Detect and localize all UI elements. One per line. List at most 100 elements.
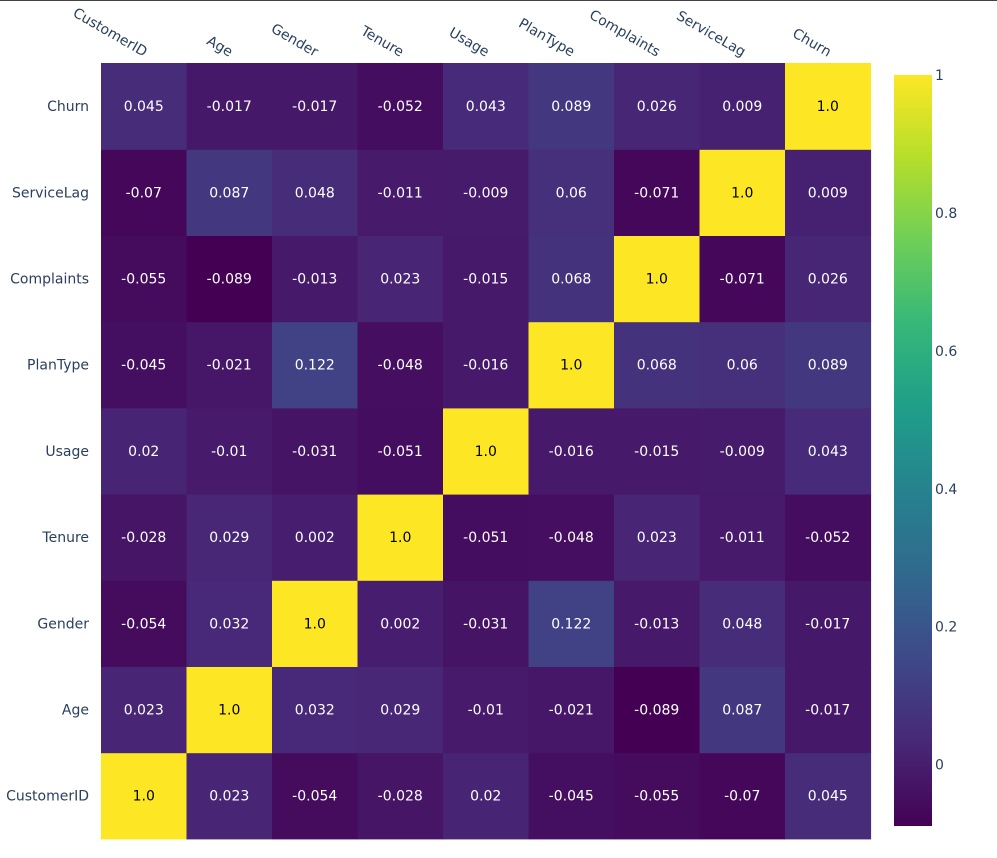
heatmap-cell: [443, 149, 530, 236]
heatmap-cell: [101, 321, 188, 409]
colorbar-tick-label: 0.6: [935, 344, 957, 360]
cell-value-label: 0.043: [808, 444, 848, 460]
x-tick-label: CustomerID: [70, 5, 150, 60]
cell-value-label: -0.01: [468, 703, 504, 719]
cell-value-label: 0.026: [808, 272, 848, 288]
heatmap-cell: [443, 494, 530, 581]
cell-value-label: -0.017: [805, 703, 850, 719]
cell-value-label: 0.06: [727, 358, 758, 374]
colorbar-tick-label: 0.4: [935, 482, 957, 498]
heatmap-cell: [528, 321, 615, 409]
heatmap-cell: [186, 407, 273, 495]
x-tick-label: Gender: [268, 21, 321, 61]
heatmap-cell: [186, 149, 273, 236]
cell-value-label: -0.017: [207, 99, 252, 115]
cell-value-label: -0.017: [292, 99, 337, 115]
heatmap-cell: [614, 235, 701, 323]
heatmap-cell: [357, 321, 444, 409]
cell-value-label: 0.023: [637, 530, 677, 546]
heatmap-cell: [528, 666, 615, 754]
cell-value-label: -0.021: [207, 358, 252, 374]
heatmap-cell: [785, 63, 872, 150]
cell-value-label: 0.009: [722, 99, 762, 115]
cell-value-label: 0.045: [808, 789, 848, 805]
cell-value-label: 0.029: [380, 703, 420, 719]
cell-value-label: 0.06: [556, 185, 587, 201]
heatmap-cell: [614, 494, 701, 581]
cell-value-label: -0.009: [463, 185, 508, 201]
colorbar-tick-label: 1: [935, 68, 944, 84]
heatmap-cell: [101, 752, 188, 840]
heatmap-cell: [186, 494, 273, 581]
heatmap-cell: [443, 321, 530, 409]
cell-value-label: -0.016: [549, 444, 594, 460]
cell-value-label: -0.01: [211, 444, 247, 460]
y-tick-label: ServiceLag: [12, 185, 89, 201]
cell-value-label: 1.0: [304, 616, 326, 632]
heatmap-cell: [186, 666, 273, 754]
heatmap-cell: [699, 752, 786, 840]
cell-value-label: 0.068: [637, 358, 677, 374]
heatmap-cell: [785, 407, 872, 495]
heatmap-cells: [101, 63, 872, 840]
heatmap-cell: [101, 494, 188, 581]
cell-value-label: -0.089: [207, 272, 252, 288]
heatmap-cell: [443, 235, 530, 323]
cell-value-label: 0.023: [124, 703, 164, 719]
cell-value-label: -0.051: [463, 530, 508, 546]
heatmap-cell: [614, 580, 701, 667]
cell-value-label: 1.0: [646, 272, 668, 288]
y-tick-label: Age: [62, 703, 89, 719]
heatmap-cell: [699, 666, 786, 754]
cell-value-label: 0.009: [808, 185, 848, 201]
colorbar: 0 0.2 0.4 0.6 0.8 1: [894, 68, 957, 826]
cell-value-label: 0.032: [295, 703, 335, 719]
heatmap-cell: [699, 407, 786, 495]
x-axis-tick-labels: CustomerID Age Gender Tenure Usage PlanType Co…: [70, 5, 834, 60]
heatmap-cell: [186, 580, 273, 667]
cell-value-label: 0.029: [209, 530, 249, 546]
cell-value-label: -0.045: [549, 789, 594, 805]
heatmap-cell: [614, 63, 701, 150]
cell-value-label: 1.0: [731, 185, 753, 201]
cell-value-label: 0.023: [380, 272, 420, 288]
cell-value-label: -0.015: [634, 444, 679, 460]
heatmap-cell: [186, 752, 273, 840]
heatmap-cell: [443, 580, 530, 667]
heatmap-cell: [443, 752, 530, 840]
heatmap-cell: [357, 235, 444, 323]
x-tick-label: Churn: [789, 26, 833, 61]
cell-value-label: 0.023: [209, 789, 249, 805]
cell-value-label: 0.045: [124, 99, 164, 115]
heatmap-cell: [785, 580, 872, 667]
heatmap-cell: [101, 63, 188, 150]
cell-value-label: 1.0: [133, 789, 155, 805]
colorbar-gradient: [894, 75, 932, 826]
heatmap-cell: [357, 149, 444, 236]
cell-value-label: -0.021: [549, 703, 594, 719]
heatmap-cell: [699, 580, 786, 667]
heatmap-cell: [785, 149, 872, 236]
cell-value-label: 1.0: [389, 530, 411, 546]
heatmap-cell: [357, 580, 444, 667]
cell-value-label: 0.048: [722, 616, 762, 632]
heatmap-cell: [357, 666, 444, 754]
heatmap-cell: [785, 752, 872, 840]
cell-value-label: -0.07: [724, 789, 760, 805]
heatmap-cell: [272, 407, 359, 495]
cell-value-label: -0.048: [549, 530, 594, 546]
heatmap-cell: [443, 407, 530, 495]
heatmap-cell: [357, 494, 444, 581]
heatmap-cell: [443, 63, 530, 150]
cell-value-label: 0.043: [466, 99, 506, 115]
x-tick-label: Age: [204, 33, 235, 60]
heatmap-cell: [528, 149, 615, 236]
colorbar-tick-label: 0: [935, 758, 944, 774]
cell-value-label: -0.054: [121, 616, 166, 632]
heatmap-cell: [528, 580, 615, 667]
heatmap-cell: [699, 494, 786, 581]
cell-value-label: 0.089: [551, 99, 591, 115]
heatmap-cell: [272, 63, 359, 150]
heatmap-cell-labels: 1.0 0.023 -0.054 -0.028 0.02 -0.045 -0.055 -0.0…: [121, 99, 850, 805]
